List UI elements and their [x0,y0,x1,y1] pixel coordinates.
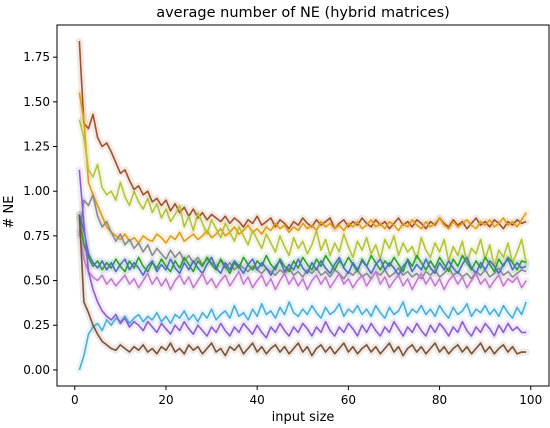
series-3-line [78,119,527,268]
y-axis: 0.00 0.25 0.50 0.75 1.00 1.25 1.50 1.75 [23,50,57,377]
series-7-line [78,230,527,291]
y-tick-label: 0.00 [23,363,50,377]
x-tick-label: 40 [250,393,265,407]
series-10-line [78,214,527,357]
x-tick-label: 100 [519,393,542,407]
x-tick-label: 20 [158,393,173,407]
y-axis-label: # NE [2,196,17,229]
series-group [75,37,530,374]
series-8-line [78,301,527,371]
x-tick-label: 60 [341,393,356,407]
y-tick-label: 1.00 [23,184,50,198]
y-tick-label: 0.25 [23,318,50,332]
y-tick-label: 1.25 [23,140,50,154]
y-tick-label: 1.75 [23,50,50,64]
chart-title: average number of NE (hybrid matrices) [156,5,450,21]
x-axis: 0 20 40 60 80 100 [71,386,542,407]
series-1-line [78,41,527,230]
y-tick-label: 0.75 [23,229,50,243]
x-tick-label: 0 [71,393,79,407]
series-6-line [78,214,527,277]
series-2-line [78,92,527,244]
y-tick-label: 0.50 [23,274,50,288]
x-tick-label: 80 [432,393,447,407]
x-axis-label: input size [272,410,335,425]
series-4-line [78,193,527,280]
plot-frame [56,24,550,387]
series-9-line [78,169,527,339]
y-tick-label: 1.50 [23,95,50,109]
